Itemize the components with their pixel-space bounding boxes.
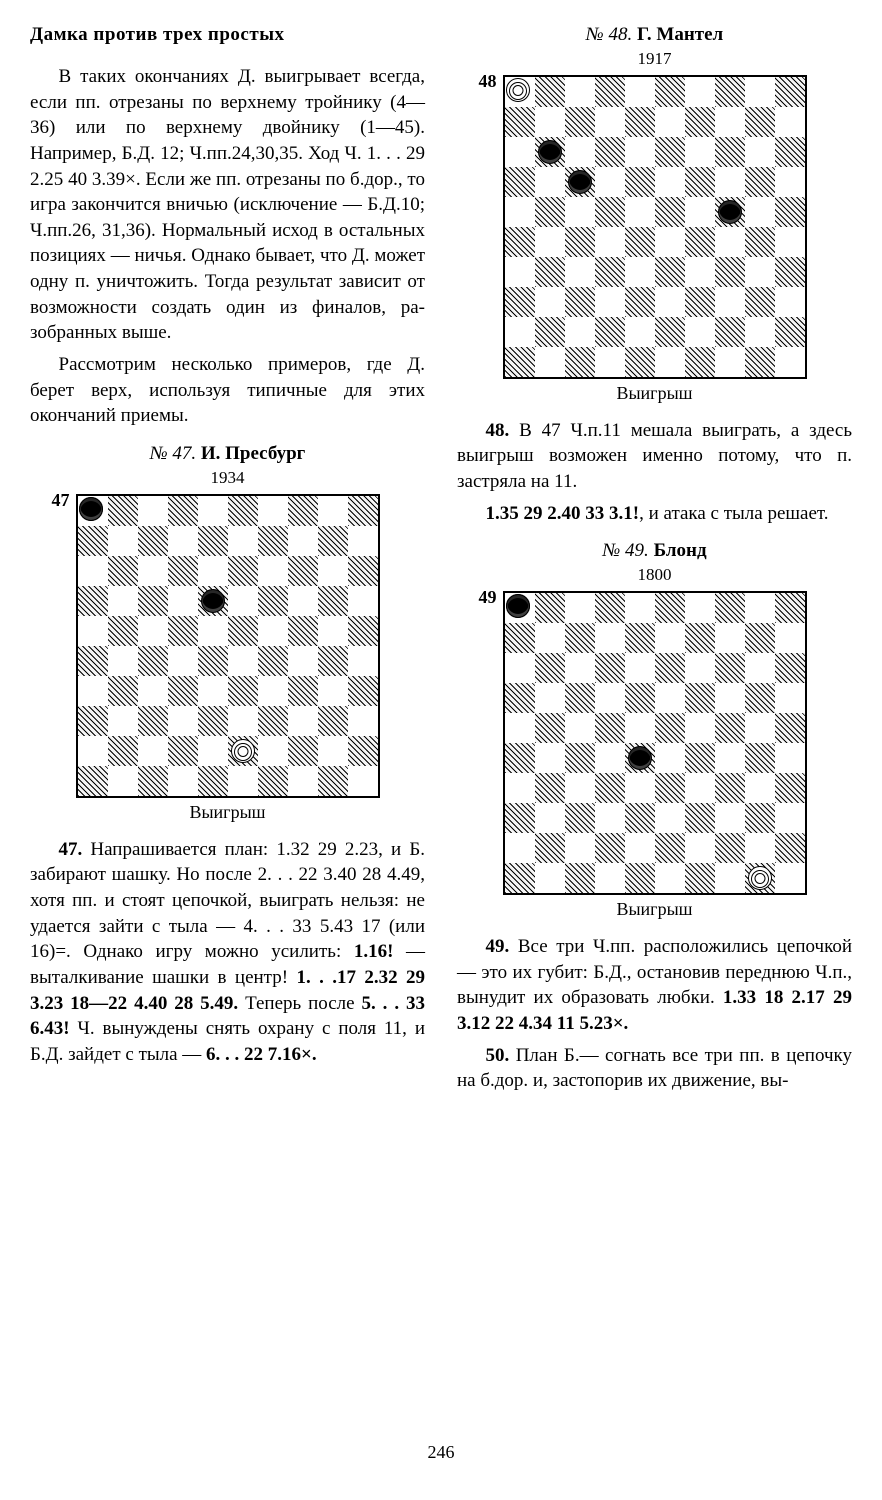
paragraph-48b: 1.35 29 2.40 33 3.1!, и атака с тыла реш…	[457, 501, 852, 527]
diagram-48-year: 1917	[457, 49, 852, 69]
piece-black-man	[201, 589, 225, 613]
paragraph-49: 49. Все три Ч.пп. располо­жились цепочко…	[457, 934, 852, 1037]
piece-black-man	[538, 140, 562, 164]
diagram-47-block: № 47. И. Пресбург 1934 47 Выигрыш	[30, 443, 425, 823]
diagram-48-block: № 48. Г. Мантел 1917 48 Выигрыш	[457, 24, 852, 404]
piece-black-man	[718, 200, 742, 224]
page-number: 246	[30, 1442, 852, 1463]
piece-white-king	[506, 78, 530, 102]
paragraph-47: 47. Напрашивается план: 1.32 29 2.23, и …	[30, 837, 425, 1068]
paragraph-48a: 48. В 47 Ч.п.11 мешала вы­играть, а здес…	[457, 418, 852, 495]
paragraph-intro-1: В таких окончаниях Д. вы­игрывает всегда…	[30, 64, 425, 346]
diagram-48-board	[503, 75, 807, 379]
piece-black-man	[506, 594, 530, 618]
diagram-49-block: № 49. Блонд 1800 49 Выигрыш	[457, 540, 852, 920]
diagram-47-year: 1934	[30, 468, 425, 488]
diagram-49-year: 1800	[457, 565, 852, 585]
diagram-49-board	[503, 591, 807, 895]
diagram-49-label: 49	[479, 587, 497, 608]
piece-black-man	[79, 497, 103, 521]
diagram-48-title: № 48. Г. Мантел	[457, 24, 852, 47]
diagram-48-caption: Выигрыш	[457, 383, 852, 404]
diagram-47-caption: Выигрыш	[30, 802, 425, 823]
piece-white-king	[748, 866, 772, 890]
piece-white-king	[231, 739, 255, 763]
diagram-47-title: № 47. И. Пресбург	[30, 443, 425, 466]
paragraph-intro-2: Рассмотрим несколько при­меров, где Д. б…	[30, 352, 425, 429]
piece-black-man	[628, 746, 652, 770]
diagram-48-label: 48	[479, 71, 497, 92]
diagram-49-title: № 49. Блонд	[457, 540, 852, 563]
diagram-47-label: 47	[52, 490, 70, 511]
section-title: Дамка против трех простых	[30, 24, 425, 46]
paragraph-50: 50. План Б.— согнать все три пп. в цепоч…	[457, 1043, 852, 1094]
piece-black-man	[568, 170, 592, 194]
diagram-47-board	[76, 494, 380, 798]
diagram-49-caption: Выигрыш	[457, 899, 852, 920]
